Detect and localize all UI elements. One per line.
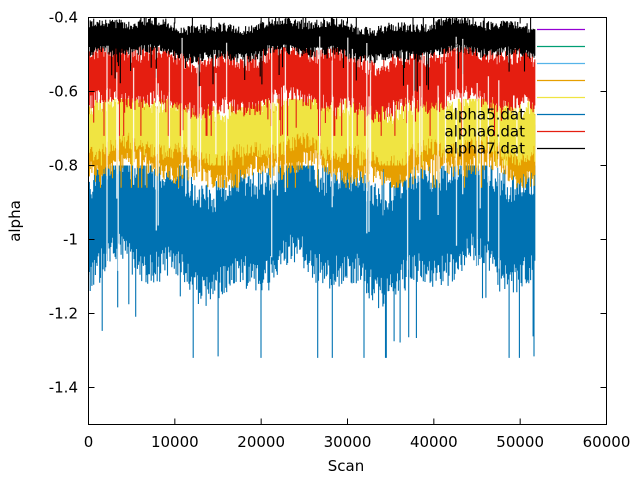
legend-label: alpha6.dat bbox=[445, 123, 526, 141]
y-tick-label: -0.6 bbox=[49, 83, 78, 101]
series-line bbox=[88, 47, 536, 136]
legend-label: alpha7.dat bbox=[445, 140, 526, 158]
x-tick-label: 50000 bbox=[496, 433, 544, 451]
y-tick-label: -0.8 bbox=[49, 157, 78, 175]
x-tick-label: 20000 bbox=[237, 433, 285, 451]
x-tick-label: 40000 bbox=[410, 433, 458, 451]
x-tick-label: 0 bbox=[84, 433, 94, 451]
series-line bbox=[88, 17, 536, 92]
x-tick-label: 60000 bbox=[583, 433, 631, 451]
y-tick-label: -0.4 bbox=[49, 9, 78, 27]
legend-label-partial: alpha2.da bbox=[450, 38, 525, 56]
x-tick-label: 10000 bbox=[151, 433, 199, 451]
y-axis-label: alpha bbox=[6, 200, 24, 242]
y-tick-label: -1.4 bbox=[49, 379, 78, 397]
data-layer bbox=[88, 17, 536, 358]
legend-label: alpha5.dat bbox=[445, 106, 526, 124]
x-tick-label: 30000 bbox=[324, 433, 372, 451]
tick-layer: 0 10000 20000 30000 40000 50000 60000 -1.4 -1.2 -… bbox=[49, 9, 631, 452]
y-tick-label: -1.2 bbox=[49, 305, 78, 323]
y-tick-label: -1 bbox=[63, 231, 78, 249]
x-axis-label: Scan bbox=[328, 457, 364, 475]
data-gap-lines bbox=[106, 36, 518, 271]
